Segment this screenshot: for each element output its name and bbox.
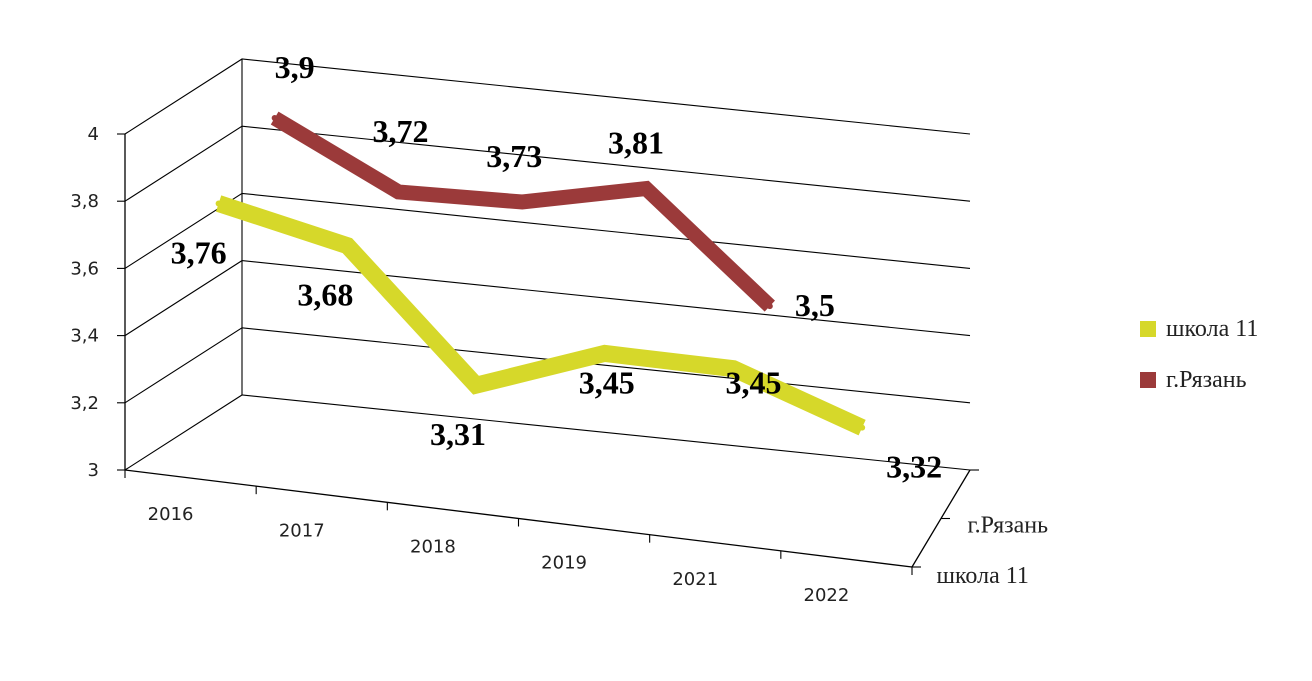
gridlines — [124, 58, 971, 471]
gridline — [124, 260, 971, 337]
depth-label: школа 11 — [937, 563, 1029, 589]
legend-label: г.Рязань — [1166, 367, 1247, 393]
data-labels: 3,9 3,72 3,73 3,81 3,5 3,76 3,68 3,31 3,45 3,45 3,… — [171, 49, 943, 485]
series-ribbons — [215, 111, 866, 436]
data-point — [643, 185, 650, 192]
data-label: 3,76 — [171, 235, 227, 271]
y-tick-label: 3,6 — [70, 258, 99, 279]
x-tick-label: 2016 — [148, 504, 194, 525]
data-label: 3,68 — [297, 277, 353, 313]
axes: 3 3,2 3,4 3,6 3,8 4 2016 2017 2018 2019 2021 2022 г.… — [70, 124, 1048, 606]
data-label: 3,31 — [430, 416, 486, 452]
data-label: 3,9 — [275, 49, 315, 85]
data-point — [766, 303, 773, 310]
legend: школа 11 г.Рязань — [1140, 316, 1258, 393]
data-point — [519, 199, 526, 206]
y-tick-label: 3 — [88, 460, 99, 481]
y-tick-label: 3,4 — [70, 326, 99, 347]
gridline — [124, 58, 971, 135]
data-label: 3,45 — [579, 364, 635, 400]
data-label: 3,45 — [725, 365, 781, 401]
data-point — [215, 200, 222, 207]
x-tick-label: 2019 — [541, 553, 587, 574]
data-label: 3,72 — [372, 113, 428, 149]
y-tick-label: 3,2 — [70, 393, 99, 414]
data-point — [395, 188, 402, 195]
legend-swatch — [1140, 321, 1156, 337]
x-tick-label: 2017 — [279, 520, 325, 541]
x-tick-label: 2022 — [804, 585, 850, 606]
data-point — [473, 382, 480, 389]
depth-label: г.Рязань — [968, 512, 1049, 538]
y-tick-label: 4 — [88, 124, 99, 145]
data-point — [730, 365, 737, 372]
x-tick-label: 2021 — [672, 569, 718, 590]
data-label: 3,32 — [886, 449, 942, 485]
x-tick-label: 2018 — [410, 536, 456, 557]
legend-swatch — [1140, 372, 1156, 388]
data-point — [271, 115, 278, 122]
data-point — [344, 242, 351, 249]
data-label: 3,81 — [608, 125, 664, 161]
gridline — [124, 125, 971, 202]
data-point — [601, 350, 608, 357]
series-line — [215, 195, 866, 436]
legend-label: школа 11 — [1166, 316, 1258, 342]
data-label: 3,73 — [486, 138, 542, 174]
y-tick-label: 3,8 — [70, 191, 99, 212]
data-label: 3,5 — [795, 287, 835, 323]
data-point — [859, 424, 866, 431]
gridline — [124, 394, 971, 471]
